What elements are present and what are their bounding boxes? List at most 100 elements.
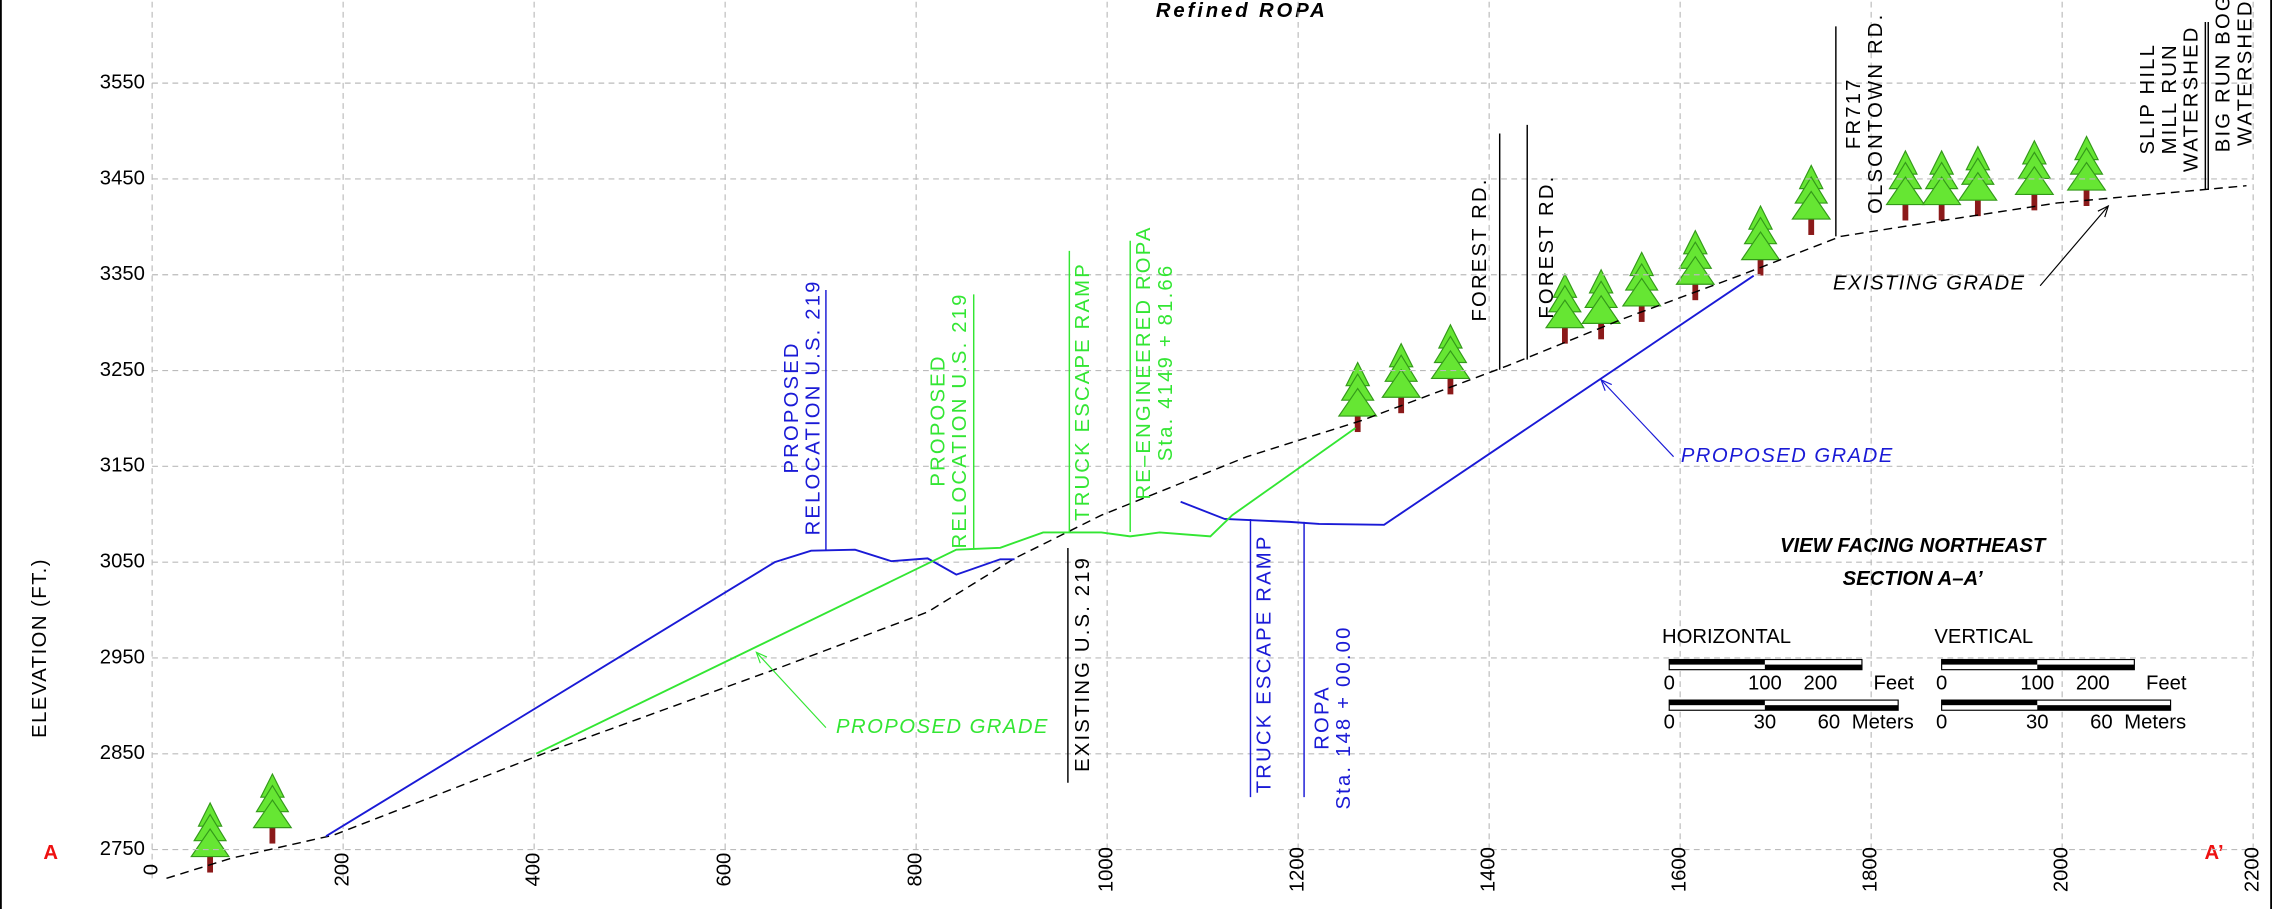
tree bbox=[1741, 205, 1780, 277]
tree bbox=[190, 802, 230, 874]
scale-seg bbox=[2037, 664, 2135, 670]
section-start: A bbox=[43, 842, 58, 864]
annotation: PROPOSED bbox=[927, 354, 949, 486]
scale-label: 60 bbox=[2090, 712, 2113, 734]
tree bbox=[2014, 140, 2054, 211]
annotation: PROPOSED bbox=[781, 341, 803, 473]
annotation: OLSONTOWN RD. bbox=[1865, 13, 1887, 214]
scale-unit: Feet bbox=[1874, 673, 1915, 695]
scale-seg bbox=[2037, 705, 2171, 711]
x-tick-label: 1000 bbox=[1096, 847, 1118, 892]
y-tick-label: 3150 bbox=[100, 455, 145, 477]
x-tick-label: 2000 bbox=[2051, 847, 2073, 892]
view-title: VIEW FACING NORTHEAST bbox=[1780, 535, 2047, 557]
annotation: EXISTING U.S. 219 bbox=[1072, 556, 1094, 772]
x-tick-label: 0 bbox=[141, 864, 163, 875]
scale-label: 100 bbox=[2020, 673, 2054, 695]
tree bbox=[1885, 150, 1925, 222]
tree bbox=[1675, 230, 1715, 301]
scale-seg bbox=[1941, 700, 2038, 706]
tree bbox=[1958, 146, 1998, 217]
y-axis-label: ELEVATION (FT.) bbox=[29, 558, 51, 738]
y-tick-label: 2850 bbox=[100, 742, 145, 764]
y-tick-label: 3350 bbox=[100, 263, 145, 285]
y-tick-label: 3250 bbox=[100, 359, 145, 381]
legend-label: EXISTING GRADE bbox=[1833, 273, 2026, 295]
annotation: FOREST RD. bbox=[1469, 177, 1491, 321]
scale-seg bbox=[1669, 700, 1765, 706]
chart-title: Refined ROPA bbox=[1156, 0, 1328, 22]
scale-label: 30 bbox=[1754, 712, 1777, 734]
x-tick-label: 1200 bbox=[1287, 847, 1309, 892]
scale-unit: Feet bbox=[2146, 673, 2187, 695]
annotation: RELOCATION U.S. 219 bbox=[803, 279, 825, 535]
scale-seg bbox=[1669, 659, 1765, 665]
annotation: MILL RUN bbox=[2159, 43, 2181, 154]
grade-line bbox=[166, 184, 2247, 880]
x-tick-label: 200 bbox=[332, 853, 354, 887]
leader bbox=[755, 651, 827, 729]
arrow-head bbox=[2097, 204, 2110, 218]
y-tick-label: 3550 bbox=[100, 71, 145, 93]
scale-unit: Meters bbox=[1852, 712, 1914, 734]
annotation: SLIP HILL bbox=[2137, 43, 2159, 155]
scale-label: 0 bbox=[1664, 712, 1675, 734]
scale-label: 0 bbox=[1936, 673, 1947, 695]
annotation: TRUCK ESCAPE RAMP bbox=[1072, 262, 1094, 521]
tree bbox=[1381, 343, 1421, 414]
arrow-head bbox=[1600, 378, 1612, 391]
y-tick-label: 2750 bbox=[100, 838, 145, 860]
scale-title: VERTICAL bbox=[1934, 626, 2033, 648]
legend-label: PROPOSED GRADE bbox=[1681, 445, 1894, 467]
annotation: RELOCATION U.S. 219 bbox=[949, 292, 971, 548]
tree bbox=[1791, 164, 1831, 236]
y-tick-label: 3450 bbox=[100, 167, 145, 189]
grade-line bbox=[535, 427, 1357, 755]
section-end: A’ bbox=[2204, 842, 2223, 864]
tree bbox=[252, 773, 292, 845]
view-title: SECTION A–A’ bbox=[1843, 568, 1983, 590]
scale-seg bbox=[1941, 659, 2038, 665]
annotation: FR717 bbox=[1843, 77, 1865, 149]
scale-label: 100 bbox=[1748, 673, 1782, 695]
x-tick-label: 1800 bbox=[1860, 847, 1882, 892]
scale-label: 0 bbox=[1936, 712, 1947, 734]
annotation: Sta. 148 + 00.00 bbox=[1333, 625, 1355, 809]
scale-seg bbox=[1764, 664, 1862, 670]
tree bbox=[2067, 135, 2106, 207]
tree bbox=[1922, 150, 1962, 222]
scale-label: 30 bbox=[2026, 712, 2049, 734]
legend-label: PROPOSED GRADE bbox=[836, 716, 1049, 738]
x-tick-label: 600 bbox=[714, 853, 736, 887]
annotation: WATERSHED bbox=[2234, 0, 2256, 146]
annotation: TRUCK ESCAPE RAMP bbox=[1253, 534, 1275, 793]
scale-label: 200 bbox=[1803, 673, 1837, 695]
x-tick-label: 400 bbox=[523, 853, 545, 887]
arrow-head bbox=[755, 651, 768, 664]
scale-label: 60 bbox=[1818, 712, 1841, 734]
x-tick-label: 800 bbox=[905, 853, 927, 887]
tree bbox=[1431, 324, 1470, 395]
annotation: FOREST RD. bbox=[1536, 175, 1558, 319]
leader bbox=[1600, 379, 1674, 458]
annotation: ROPA bbox=[1311, 685, 1333, 750]
tree bbox=[1581, 269, 1621, 340]
x-tick-label: 2200 bbox=[2242, 847, 2264, 892]
x-tick-label: 1400 bbox=[1478, 847, 1500, 892]
scale-label: 200 bbox=[2076, 673, 2110, 695]
y-tick-label: 3050 bbox=[100, 551, 145, 573]
annotation: BIG RUN BOG bbox=[2213, 0, 2235, 152]
leader bbox=[2039, 205, 2109, 287]
scale-title: HORIZONTAL bbox=[1662, 626, 1791, 648]
scale-label: 0 bbox=[1664, 673, 1675, 695]
scale-seg bbox=[1764, 705, 1899, 711]
x-tick-label: 1600 bbox=[1669, 847, 1691, 892]
y-tick-label: 2950 bbox=[100, 646, 145, 668]
scale-unit: Meters bbox=[2124, 712, 2186, 734]
annotation: RE–ENGINEERED ROPA bbox=[1133, 225, 1155, 499]
annotation: Sta. 4149 + 81.66 bbox=[1155, 264, 1177, 462]
annotation: WATERSHED bbox=[2181, 25, 2203, 172]
